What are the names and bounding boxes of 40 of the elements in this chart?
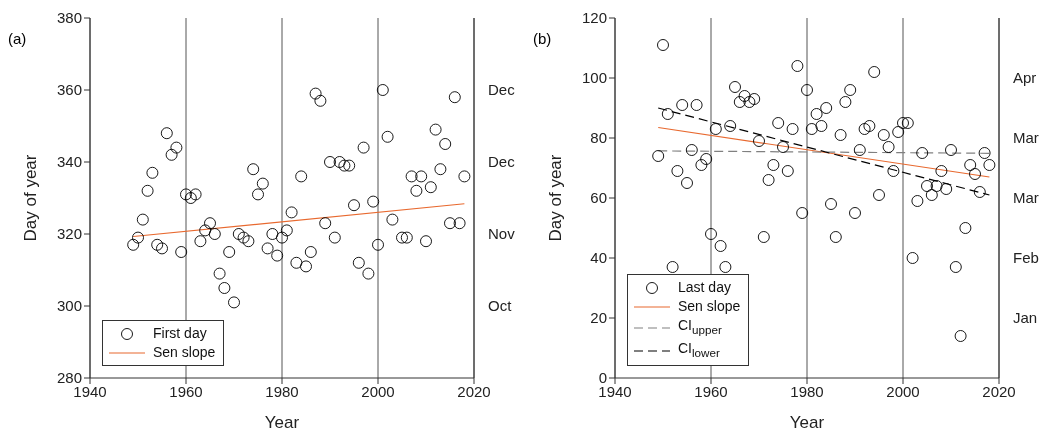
text: Dec: [488, 81, 516, 99]
text: Oct: [488, 297, 513, 315]
text: Apr: [1013, 69, 1037, 87]
y-tick-label: 20: [590, 309, 607, 327]
y-tick-label: 120: [581, 9, 607, 27]
legend-label: Last day: [678, 278, 731, 298]
text: Feb: [1013, 249, 1039, 267]
text: Nov: [488, 225, 516, 243]
legend-label: Sen slope: [678, 297, 741, 317]
text: Jan: [1013, 309, 1038, 327]
legend-label: Sen slope: [153, 343, 216, 362]
x-tick-label: 1960: [169, 382, 203, 400]
y-tick-label: 320: [56, 225, 82, 243]
x-tick-label: 2000: [886, 382, 920, 400]
y-tick-label: 100: [581, 69, 607, 87]
x-tick-label: 1980: [790, 382, 824, 400]
x-axis-title: Year: [789, 413, 825, 432]
x-tick-label: 2020: [982, 382, 1016, 400]
text: Mar: [1013, 189, 1039, 207]
y-axis-title: Day of year: [21, 154, 41, 242]
y-tick-label: 60: [590, 189, 607, 207]
x-tick-label: 2020: [457, 382, 491, 400]
text: Mar: [1013, 129, 1039, 147]
text: Dec: [488, 153, 516, 171]
text: (b): [533, 30, 552, 47]
legend-label: First day: [153, 324, 207, 343]
y-tick-label: 380: [56, 9, 82, 27]
y-axis-title: Day of year: [546, 154, 566, 242]
y-tick-label: 340: [56, 153, 82, 171]
y-tick-label: 80: [590, 129, 607, 147]
x-tick-label: 1960: [694, 382, 728, 400]
x-tick-label: 1980: [265, 382, 299, 400]
y-tick-label: 360: [56, 81, 82, 99]
text: (a): [8, 30, 27, 47]
y-tick-label: 40: [590, 249, 607, 267]
x-axis-title: Year: [264, 413, 300, 432]
x-tick-label: 2000: [361, 382, 395, 400]
legend-label: CI$_{lower}$: [678, 339, 720, 361]
legend-label: CI$_{upper}$: [678, 316, 722, 339]
y-tick-label: 300: [56, 297, 82, 315]
